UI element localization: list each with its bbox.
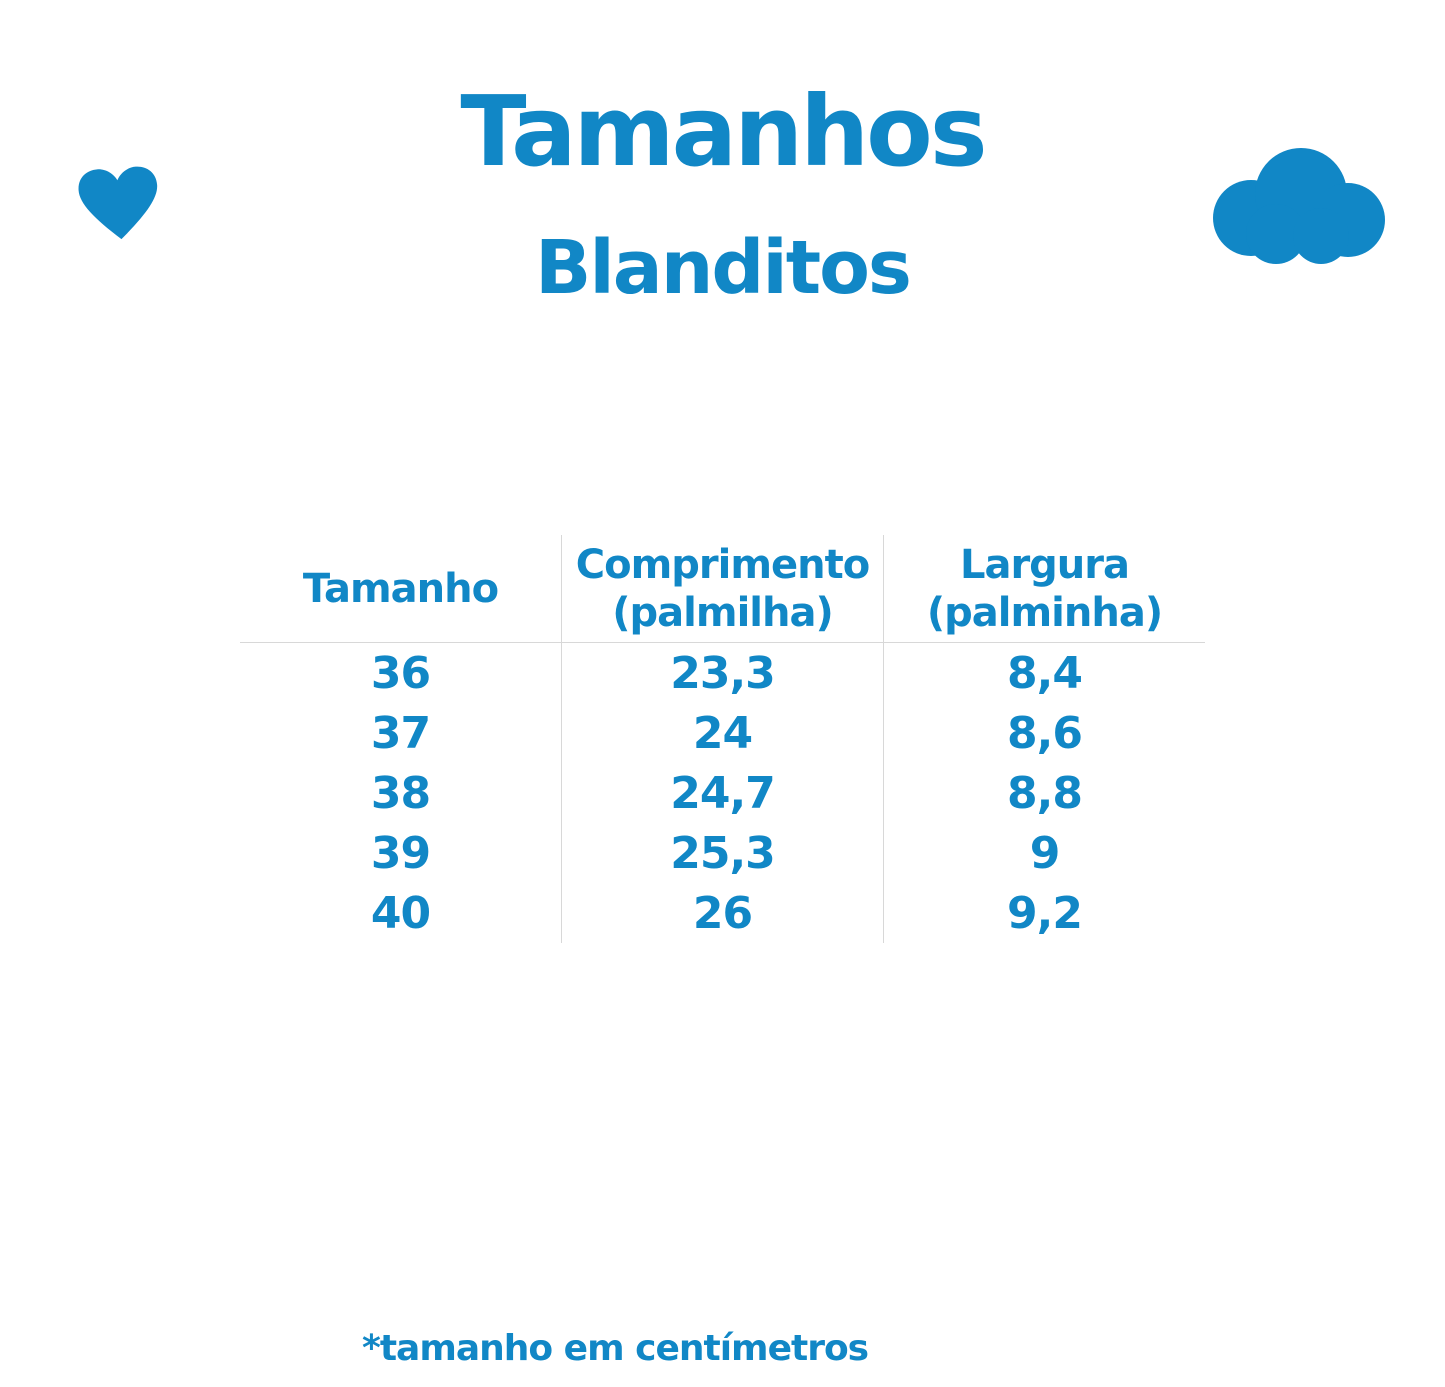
- table-cell: 40: [370, 887, 431, 939]
- table-cell: 25,3: [561, 823, 883, 883]
- table-row: 39 25,3 9: [240, 823, 1205, 883]
- page-subtitle: Blanditos: [535, 225, 912, 311]
- column-header-largura: Largura (palminha): [883, 535, 1205, 642]
- table-cell: 9: [883, 823, 1205, 883]
- column-header-line: Comprimento: [575, 541, 870, 588]
- table-row: 40 26 9,2: [240, 883, 1205, 943]
- table-cell: 26: [561, 883, 883, 943]
- table-row: 36 23,3 8,4: [240, 643, 1205, 703]
- table-row: 38 24,7 8,8: [240, 763, 1205, 823]
- table-cell: 8,6: [883, 703, 1205, 763]
- table-cell: 24,7: [561, 763, 883, 823]
- column-header-line: (palminha): [926, 589, 1163, 636]
- footnote: *tamanho em centímetros: [362, 1328, 869, 1369]
- table-header-row: Tamanho Comprimento (palmilha) Largura (…: [240, 535, 1205, 643]
- table-cell: 38: [370, 767, 431, 819]
- column-header-tamanho: Tamanho: [240, 535, 561, 642]
- heart-icon: [78, 166, 158, 240]
- table-cell: 39: [370, 827, 431, 879]
- table-cell: 8,8: [883, 763, 1205, 823]
- table-cell: 9,2: [883, 883, 1205, 943]
- table-cell: 36: [370, 647, 431, 699]
- table-cell: 24: [561, 703, 883, 763]
- table-cell: 8,4: [883, 643, 1205, 703]
- table-row: 37 24 8,6: [240, 703, 1205, 763]
- table-body: 36 23,3 8,4 37 24 8,6 38 24,7 8,8 39 25,…: [240, 643, 1205, 943]
- page-title: Tamanhos: [460, 75, 987, 188]
- table-cell: 23,3: [561, 643, 883, 703]
- column-header-line: Largura: [959, 541, 1130, 588]
- column-header-comprimento: Comprimento (palmilha): [561, 535, 883, 642]
- column-header-line: Tamanho: [302, 565, 499, 612]
- table-cell: 37: [370, 707, 431, 759]
- cloud-icon: [1213, 148, 1385, 264]
- column-header-line: (palmilha): [612, 589, 833, 636]
- size-table: Tamanho Comprimento (palmilha) Largura (…: [240, 535, 1205, 943]
